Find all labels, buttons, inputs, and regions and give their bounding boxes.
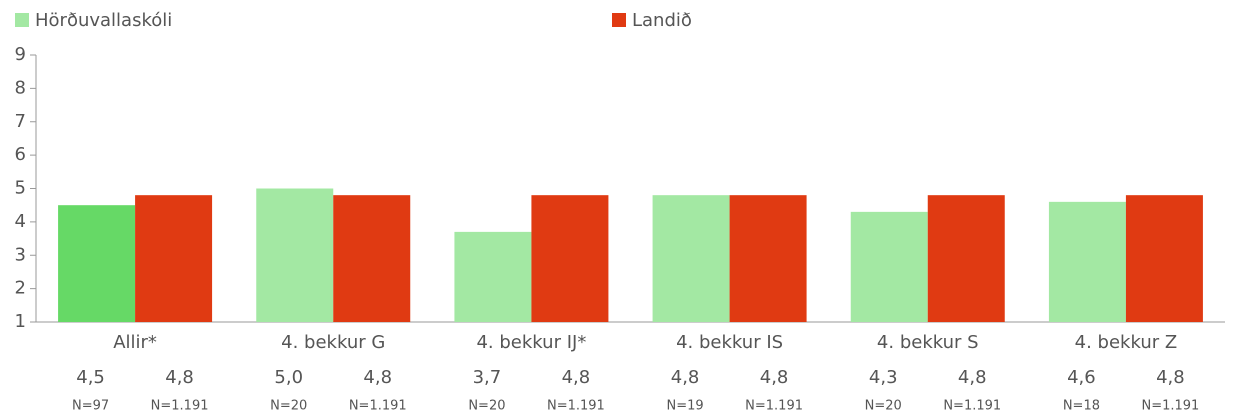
value-label: 4,8 [671, 367, 700, 388]
bar [1048, 201, 1126, 322]
n-label: N=20 [865, 399, 902, 414]
y-tick-label: 9 [15, 44, 26, 65]
y-tick-label: 5 [15, 178, 26, 199]
n-label: N=20 [270, 399, 307, 414]
n-label: N=1.191 [1141, 399, 1199, 414]
bar [256, 188, 334, 322]
bar [531, 195, 609, 322]
bar [135, 195, 213, 322]
value-label: 4,5 [76, 367, 105, 388]
value-label: 5,0 [274, 367, 303, 388]
x-tick-label: 4. bekkur IJ* [476, 332, 586, 353]
value-label: 4,8 [165, 367, 194, 388]
bar [729, 195, 807, 322]
n-label: N=1.191 [151, 399, 209, 414]
value-label: 4,6 [1067, 367, 1096, 388]
value-label: 4,8 [1156, 367, 1185, 388]
y-tick-label: 6 [15, 144, 26, 165]
n-label: N=20 [468, 399, 505, 414]
n-label: N=1.191 [349, 399, 407, 414]
n-label: N=97 [72, 399, 109, 414]
bar [1125, 195, 1203, 322]
y-tick-label: 7 [15, 111, 26, 132]
n-label: N=19 [666, 399, 703, 414]
legend-label: Hörðuvallaskóli [35, 10, 172, 31]
y-tick-label: 1 [15, 311, 26, 332]
y-tick-label: 3 [15, 244, 26, 265]
n-label: N=1.191 [547, 399, 605, 414]
bar [652, 195, 730, 322]
value-label: 3,7 [473, 367, 502, 388]
value-label: 4,8 [958, 367, 987, 388]
x-tick-label: 4. bekkur IS [676, 332, 783, 353]
value-label: 4,3 [869, 367, 898, 388]
bar [58, 205, 136, 322]
y-tick-label: 4 [15, 211, 26, 232]
x-tick-label: Allir* [113, 332, 157, 353]
bar [333, 195, 411, 322]
y-tick-label: 2 [15, 278, 26, 299]
x-tick-label: 4. bekkur S [877, 332, 979, 353]
value-label: 4,8 [363, 367, 392, 388]
n-label: N=1.191 [943, 399, 1001, 414]
bar [454, 231, 532, 322]
legend-swatch [612, 13, 626, 27]
legend-swatch [15, 13, 29, 27]
x-tick-label: 4. bekkur G [281, 332, 385, 353]
n-label: N=1.191 [745, 399, 803, 414]
n-label: N=18 [1063, 399, 1100, 414]
x-tick-label: 4. bekkur Z [1075, 332, 1178, 353]
bar [927, 195, 1005, 322]
value-label: 4,8 [562, 367, 591, 388]
bar [850, 211, 928, 322]
legend-label: Landið [632, 10, 692, 31]
y-tick-label: 8 [15, 77, 26, 98]
value-label: 4,8 [760, 367, 789, 388]
